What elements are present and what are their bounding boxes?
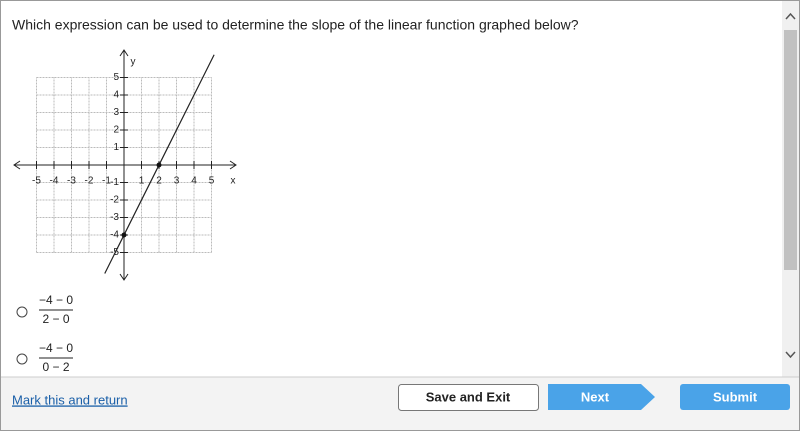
mark-link[interactable]: Mark this and return: [12, 392, 128, 407]
y-tick-label: -1: [110, 177, 119, 188]
y-tick-label: -4: [110, 230, 119, 241]
x-tick-label: 1: [139, 176, 145, 187]
radio[interactable]: [16, 353, 28, 365]
point: [156, 162, 162, 168]
numerator: −4 − 0: [39, 293, 73, 307]
denominator: 0 − 2: [42, 360, 69, 374]
save-button[interactable]: [398, 384, 539, 411]
save-label: Save and Exit: [426, 389, 511, 404]
radio[interactable]: [16, 306, 28, 318]
numerator: −4 − 0: [39, 341, 73, 355]
scroll-up[interactable]: [785, 12, 796, 20]
submit-label: Submit: [713, 389, 758, 404]
x-tick-label: -4: [50, 176, 59, 187]
arrow: [13, 160, 237, 170]
question: Which expression can be used to determin…: [12, 17, 579, 33]
y-tick-label: 1: [113, 142, 119, 153]
option[interactable]: −4 − 0 0 − 2: [16, 341, 73, 374]
x-axis-label: x: [231, 176, 236, 187]
denominator: 2 − 0: [42, 312, 69, 326]
next-button[interactable]: [548, 384, 655, 410]
x-tick-label: 2: [156, 176, 162, 187]
submit-button[interactable]: [680, 384, 790, 410]
arrow: [119, 49, 129, 281]
x-tick-label: -3: [67, 176, 76, 187]
y-tick-label: 5: [113, 72, 119, 83]
point: [121, 232, 127, 238]
x-tick-label: -1: [102, 176, 111, 187]
x-tick-label: -5: [32, 176, 41, 187]
y-tick-label: -2: [110, 195, 119, 206]
y-tick-label: 3: [113, 107, 119, 118]
x-tick-label: -2: [85, 176, 94, 187]
y-tick-label: -3: [110, 212, 119, 223]
next-label: Next: [581, 389, 610, 404]
x-tick-label: 4: [191, 176, 197, 187]
x-tick-label: 5: [209, 176, 215, 187]
y-tick-label: 4: [113, 90, 119, 101]
option[interactable]: −4 − 0 2 − 0: [16, 293, 73, 326]
y-tick-label: 2: [113, 125, 119, 136]
x-tick-label: 3: [174, 176, 180, 187]
y-axis-label: y: [131, 57, 136, 68]
scroll-down[interactable]: [785, 351, 796, 359]
scroll-thumb[interactable]: [784, 30, 797, 270]
